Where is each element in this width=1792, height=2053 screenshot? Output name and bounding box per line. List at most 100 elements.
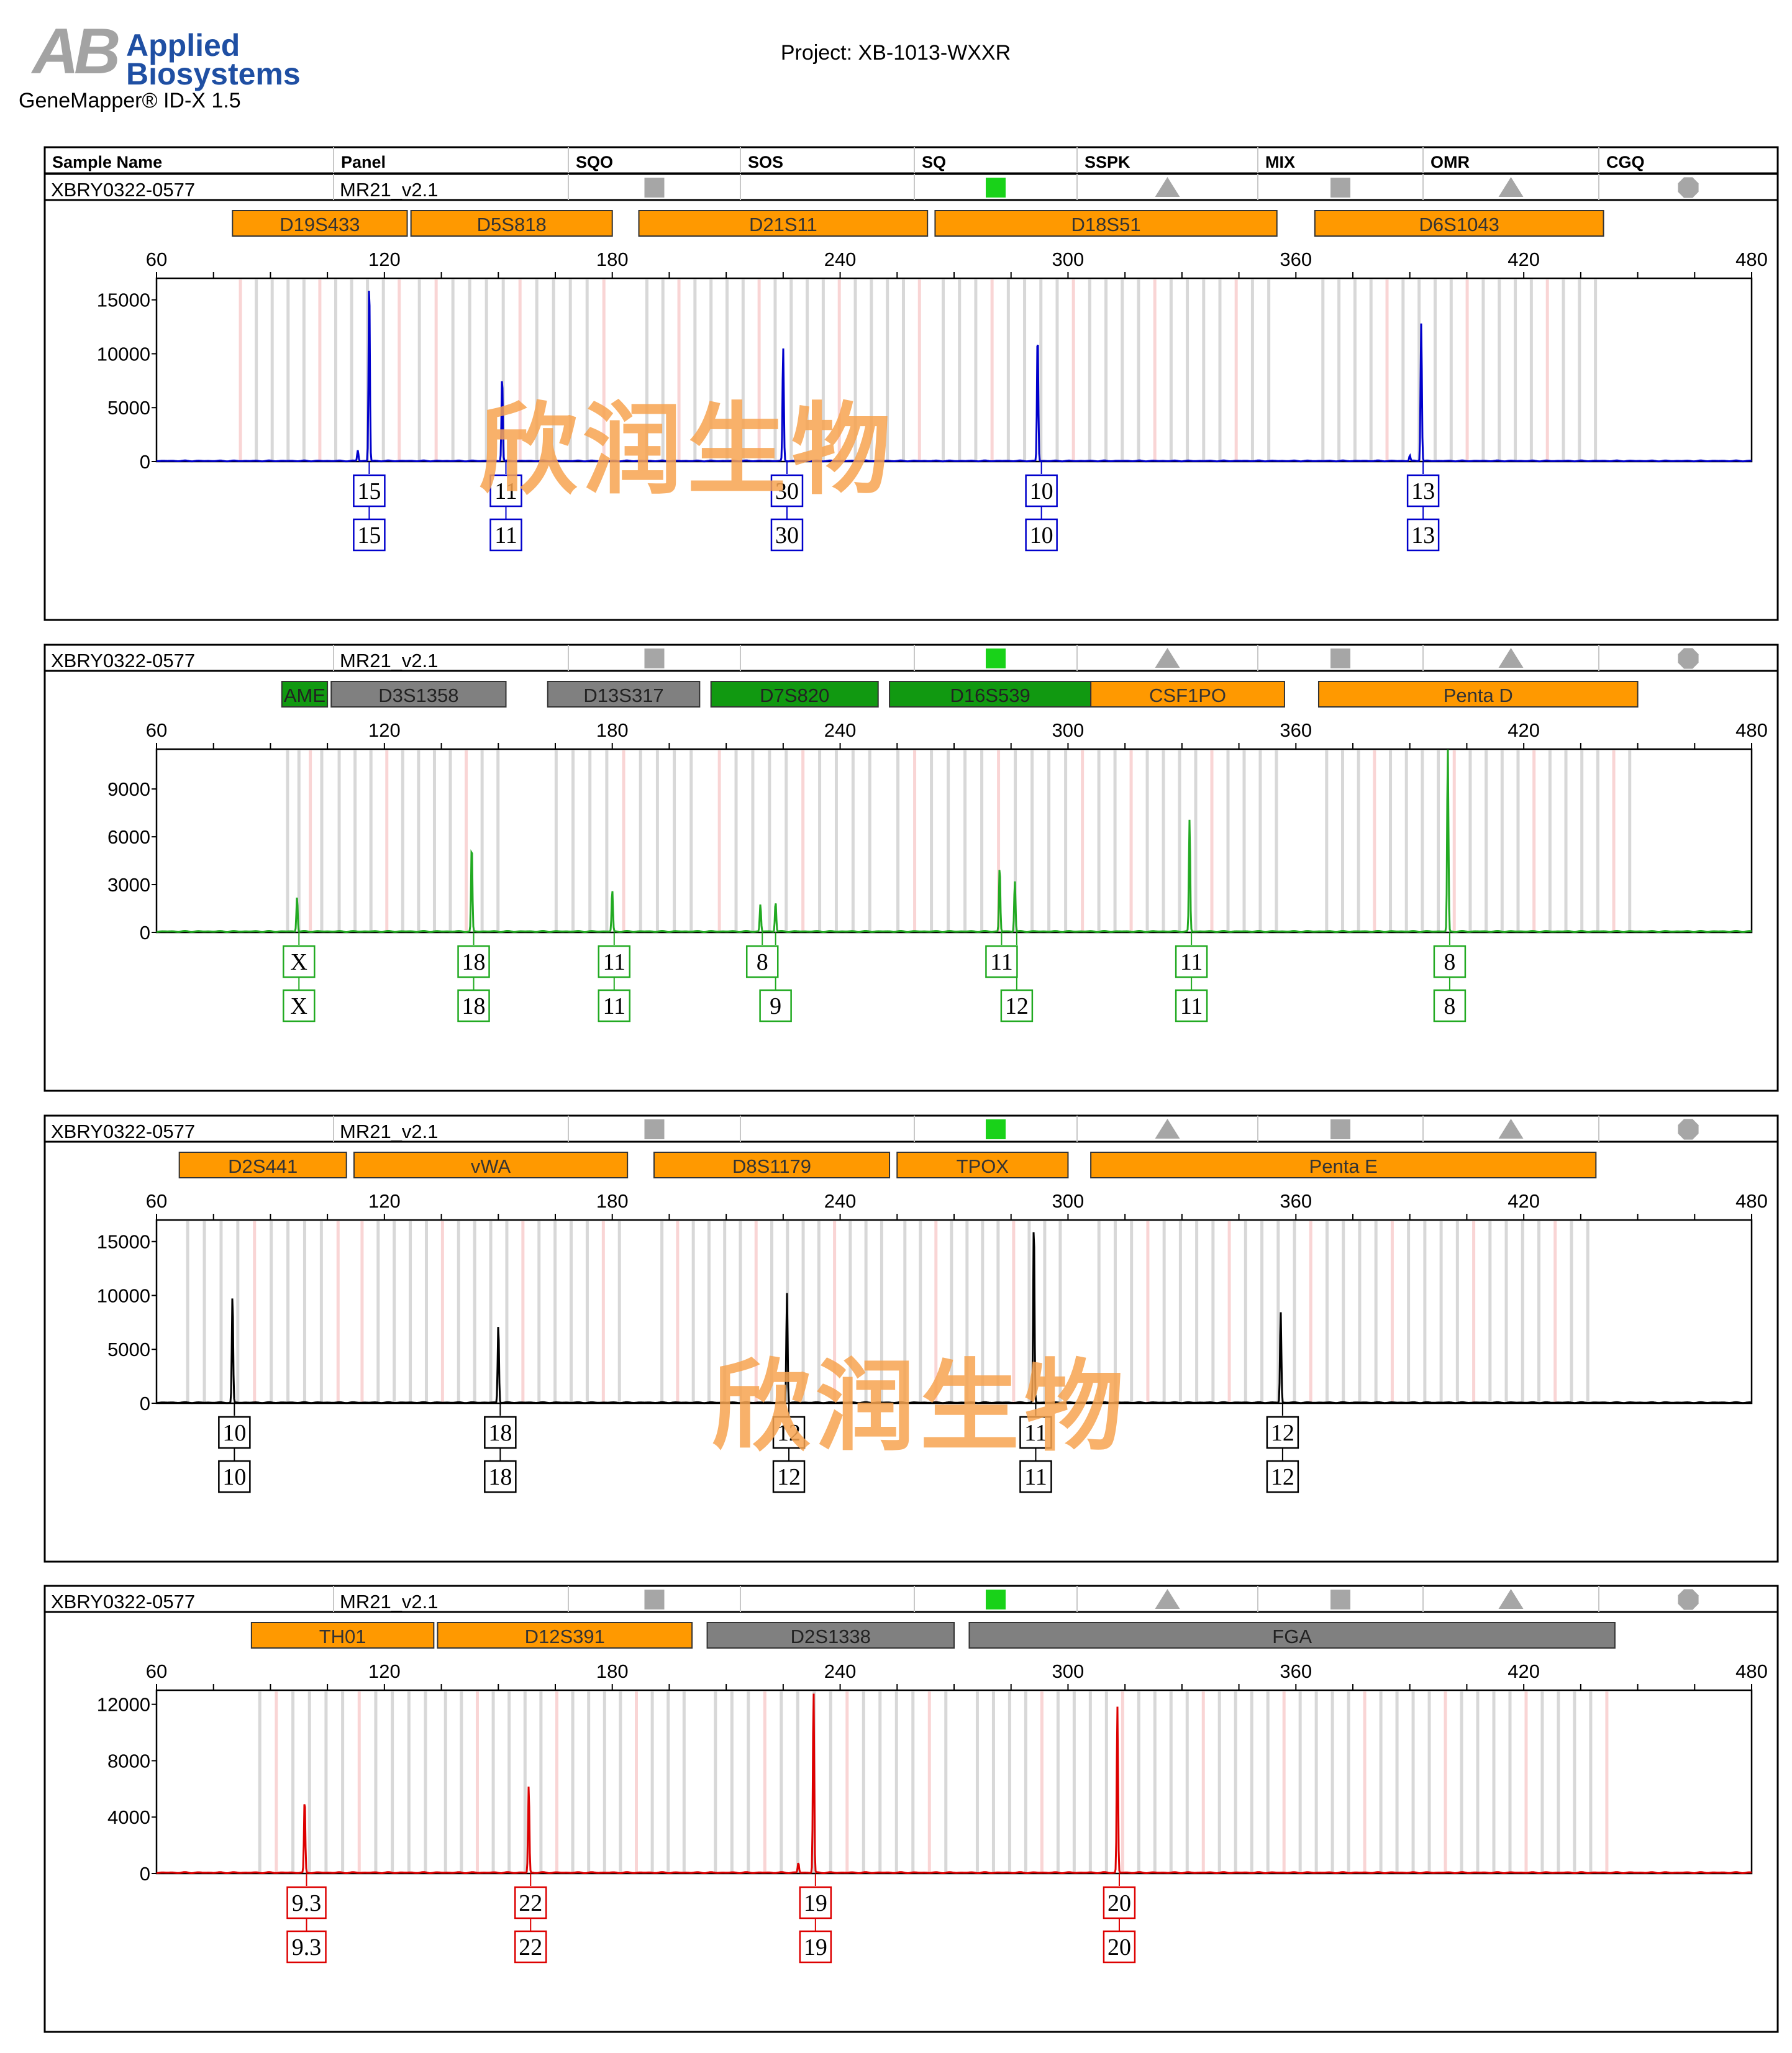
y-tick-label: 10000 — [97, 1285, 150, 1306]
bin-stripe — [440, 1221, 444, 1403]
bin-stripe — [730, 1691, 734, 1873]
bin-stripe — [460, 1691, 463, 1873]
bin-stripe — [818, 750, 822, 932]
indicator-cgq-icon — [1678, 648, 1699, 669]
bin-stripe — [1043, 1221, 1047, 1403]
marker-bin — [1317, 681, 1639, 708]
bin-stripe — [270, 1221, 273, 1403]
column-header-sample-name: Sample Name — [52, 153, 162, 171]
marker-label: D3S1358 — [378, 685, 458, 706]
column-header-omr: OMR — [1430, 153, 1470, 171]
allele-label: X — [291, 993, 307, 1019]
bin-stripe — [1570, 1221, 1573, 1403]
bin-stripe — [1194, 750, 1198, 932]
bin-stripe — [1472, 1221, 1476, 1403]
bin-stripe — [1347, 1691, 1350, 1873]
allele-label: 30 — [775, 478, 799, 504]
indicator-mix-icon — [1330, 649, 1350, 668]
bin-stripe — [432, 750, 436, 932]
bin-stripe — [571, 750, 575, 932]
bin-stripe — [448, 750, 452, 932]
bin-stripe — [491, 1691, 495, 1873]
allele-label: 12 — [1271, 1464, 1294, 1490]
bin-stripe — [676, 1221, 680, 1403]
indicator-sqo-icon — [644, 1590, 665, 1609]
bin-stripe — [501, 280, 505, 462]
bin-stripe — [963, 750, 967, 932]
bin-stripe — [1014, 750, 1017, 932]
bin-stripe — [1390, 1221, 1394, 1403]
bin-stripe — [1330, 1691, 1334, 1873]
allele-box — [457, 989, 490, 1022]
bin-stripe — [1145, 750, 1149, 932]
x-tick-label: 360 — [1280, 1190, 1312, 1212]
marker-label: Penta E — [1309, 1155, 1378, 1177]
marker-bin — [710, 681, 879, 708]
y-tick-label: 12000 — [97, 1694, 150, 1716]
bin-stripe — [381, 280, 385, 462]
bin-stripe — [1113, 750, 1117, 932]
bin-stripe — [1452, 750, 1456, 932]
x-tick-label: 180 — [596, 1190, 629, 1212]
bin-stripe — [398, 280, 401, 462]
bin-stripe — [489, 1221, 493, 1403]
bin-stripe — [1498, 280, 1501, 462]
allele-box — [1266, 1460, 1299, 1493]
bin-stripe — [434, 280, 438, 462]
bin-stripe — [789, 280, 793, 462]
bin-stripe — [965, 1221, 969, 1403]
bin-stripe — [270, 280, 274, 462]
bin-stripe — [639, 750, 642, 932]
bin-stripe — [619, 1691, 622, 1873]
bin-stripe — [393, 1221, 396, 1403]
bin-stripe — [1521, 1221, 1524, 1403]
bin-stripe — [1104, 280, 1108, 462]
y-tick-label: 0 — [140, 1393, 150, 1414]
bin-stripe — [806, 280, 809, 462]
sample-name: XBRY0322-0577 — [51, 650, 195, 671]
bin-stripe — [741, 280, 745, 462]
bin-stripe — [1417, 280, 1421, 462]
bin-stripe — [1121, 280, 1124, 462]
bin-stripe — [1153, 1691, 1157, 1873]
allele-box — [1000, 989, 1034, 1022]
bin-stripe — [202, 1221, 206, 1403]
bin-stripe — [1186, 280, 1189, 462]
bin-stripe — [324, 1691, 328, 1873]
bin-stripe — [1040, 1691, 1044, 1873]
x-tick-label: 120 — [368, 1660, 401, 1682]
sample-name: XBRY0322-0577 — [51, 179, 195, 201]
column-header-cgq: CGQ — [1606, 153, 1645, 171]
bin-stripe — [934, 1221, 938, 1403]
bin-stripe — [409, 1221, 412, 1403]
marker-label: TPOX — [957, 1155, 1009, 1177]
bin-stripe — [1488, 1221, 1492, 1403]
bin-stripe — [1130, 1221, 1134, 1403]
bin-stripe — [424, 1221, 428, 1403]
bin-stripe — [903, 1221, 907, 1403]
bin-stripe — [917, 280, 921, 462]
bin-stripe — [851, 750, 855, 932]
bin-stripe — [350, 280, 353, 462]
allele-label: 10 — [222, 1464, 246, 1490]
bin-stripe — [974, 280, 978, 462]
bin-stripe — [1374, 1221, 1378, 1403]
bin-stripe — [337, 750, 341, 932]
bin-stripe — [1605, 1691, 1609, 1873]
bin-stripe — [1373, 750, 1376, 932]
bin-stripe — [1202, 280, 1206, 462]
bin-stripe — [1596, 750, 1599, 932]
chart-panel: XBRY0322-0577 MR21_v2.1 D2S441 vWA D8S1179 TP… — [43, 1114, 1779, 1563]
allele-box — [745, 945, 779, 978]
indicator-sspk-icon — [1155, 1119, 1180, 1139]
bin-stripe — [1437, 750, 1440, 932]
bin-stripe — [587, 1691, 591, 1873]
bin-stripe — [1337, 280, 1341, 462]
bin-stripe — [1455, 1221, 1459, 1403]
bin-stripe — [475, 1691, 479, 1873]
bin-stripe — [734, 750, 738, 932]
x-tick-label: 120 — [368, 1190, 401, 1212]
x-tick-label: 240 — [824, 719, 857, 741]
bin-stripe — [1071, 280, 1075, 462]
marker-label: TH01 — [319, 1626, 366, 1647]
